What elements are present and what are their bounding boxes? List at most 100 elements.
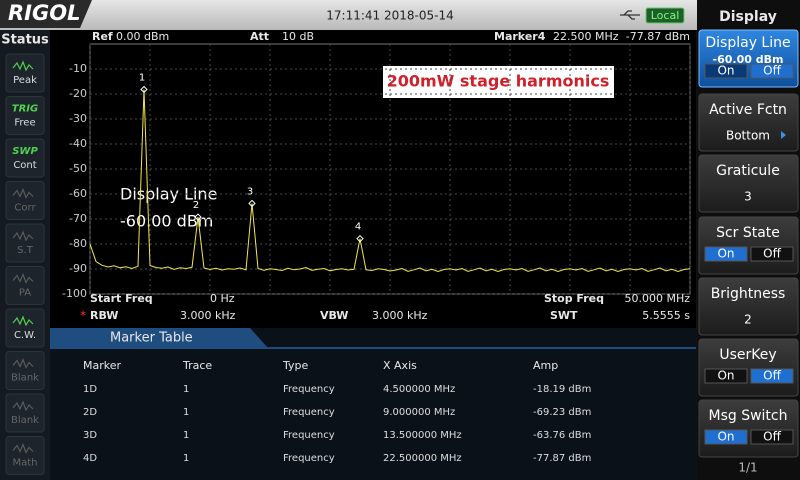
table-header: Trace [182,359,212,372]
table-cell: 1 [183,407,189,418]
menu-title: Display [719,9,777,25]
table-header: Amp [533,359,558,372]
menu-value: 3 [744,190,752,204]
toggle-on [704,63,748,79]
status-label: Cont [13,160,36,171]
table-cell: 2D [83,407,97,418]
table-cell: 1 [183,384,189,395]
menu-label: Brightness [711,286,786,302]
toggle-on-label: On [717,247,734,261]
brand: RIGOL [8,1,80,25]
menu-button [698,277,799,336]
table-cell: 13.500000 MHz [383,430,462,441]
menu-page: 1/1 [738,461,757,475]
table-header: Type [282,359,308,372]
status-title: Status [1,33,49,48]
status-label: Math [12,458,37,469]
status-tag: TRIG [12,104,38,115]
y-tick-label: -100 [62,287,87,300]
table-cell: 4.500000 MHz [383,384,455,395]
table-cell: -77.87 dBm [533,453,591,464]
display-line-value: -60.00 dBm [120,212,213,231]
marker-table-tab [50,328,268,348]
annotation-box [383,66,614,98]
table-cell: -63.76 dBm [533,430,591,441]
status-label: Blank [11,415,39,426]
toggle-off-label: Off [763,430,781,444]
toggle-on-label: On [717,64,734,78]
header-bar [0,0,697,30]
status-item [5,223,45,263]
marker-label: 1 [139,72,145,83]
info-swt-label: SWT [550,309,578,322]
y-tick-label: -20 [69,87,87,100]
y-tick-label: -10 [69,62,87,75]
status-label: Blank [11,373,39,384]
status-icon [12,357,34,369]
local-status: Local [651,9,680,22]
status-item [5,393,45,433]
y-tick-label: -80 [69,237,87,250]
table-header: Marker [83,359,121,372]
table-cell: -18.19 dBm [533,384,591,395]
status-label: PA [19,288,31,299]
info-vbw-label: VBW [320,309,348,322]
toggle-on [704,429,748,445]
status-icon [12,400,34,412]
marker-label: 3 [247,186,253,197]
menu-label: Display Line [705,35,790,51]
menu-label: Active Fctn [709,102,787,118]
menu-value: Bottom [726,129,770,143]
table-cell: -69.23 dBm [533,407,591,418]
menu-button [698,154,799,213]
status-item [5,436,45,475]
info-stop-value: 50.000 MHz [624,292,690,305]
table-cell: Frequency [283,384,335,395]
info-marker-x: 22.500 MHz [553,30,619,43]
toggle-off [750,63,794,79]
y-tick-label: -30 [69,112,87,125]
menu-label: Graticule [716,163,780,179]
status-label: Peak [13,75,37,86]
table-cell: 1 [183,430,189,441]
table-cell: Frequency [283,430,335,441]
y-tick-label: -40 [69,137,87,150]
usb-icon [620,10,640,20]
marker-point [194,213,202,221]
status-label: Free [14,118,35,129]
info-stop-label: Stop Freq [544,292,604,305]
status-icon [12,442,34,454]
info-rbw-value: 3.000 kHz [180,309,236,322]
y-tick-label: -70 [69,212,87,225]
menu-value: 2 [744,313,752,327]
status-icon [12,272,34,284]
info-marker-label: Marker4 [494,30,546,43]
toggle-off [750,246,794,262]
status-icon [12,230,34,242]
info-start-value: 0 Hz [210,292,235,305]
table-cell: 3D [83,430,97,441]
status-item [5,138,45,178]
toggle-off-label: Off [763,64,781,78]
toggle-on-label: On [717,369,734,383]
info-att-label: Att [250,30,269,43]
table-cell: 9.000000 MHz [383,407,455,418]
status-item [5,266,45,305]
info-marker-amp: -77.87 dBm [626,30,690,43]
status-label: S.T [17,245,34,256]
menu-arrow [781,131,786,139]
toggle-off-label: Off [763,369,781,383]
status-item [5,308,45,348]
info-start-label: Start Freq [90,292,153,305]
y-tick-label: -50 [69,162,87,175]
status-label: Corr [14,203,36,214]
menu-label: Scr State [716,225,780,241]
toggle-on [704,368,748,384]
marker-table-area [50,328,696,480]
datetime: 17:11:41 2018-05-14 [326,9,453,23]
status-item [5,53,45,93]
info-ref-label: Ref [92,30,113,43]
status-tag: SWP [12,146,38,157]
table-header: X Axis [383,359,417,372]
table-cell: Frequency [283,453,335,464]
